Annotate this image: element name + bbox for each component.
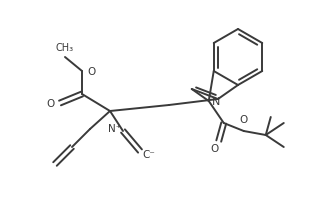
Text: O: O xyxy=(87,67,95,77)
Text: CH₃: CH₃ xyxy=(56,43,74,53)
Text: N⁺: N⁺ xyxy=(108,123,121,133)
Text: O: O xyxy=(240,114,248,124)
Text: O: O xyxy=(211,143,219,153)
Text: C⁻: C⁻ xyxy=(142,149,155,159)
Text: N: N xyxy=(212,97,220,106)
Text: O: O xyxy=(47,99,55,108)
